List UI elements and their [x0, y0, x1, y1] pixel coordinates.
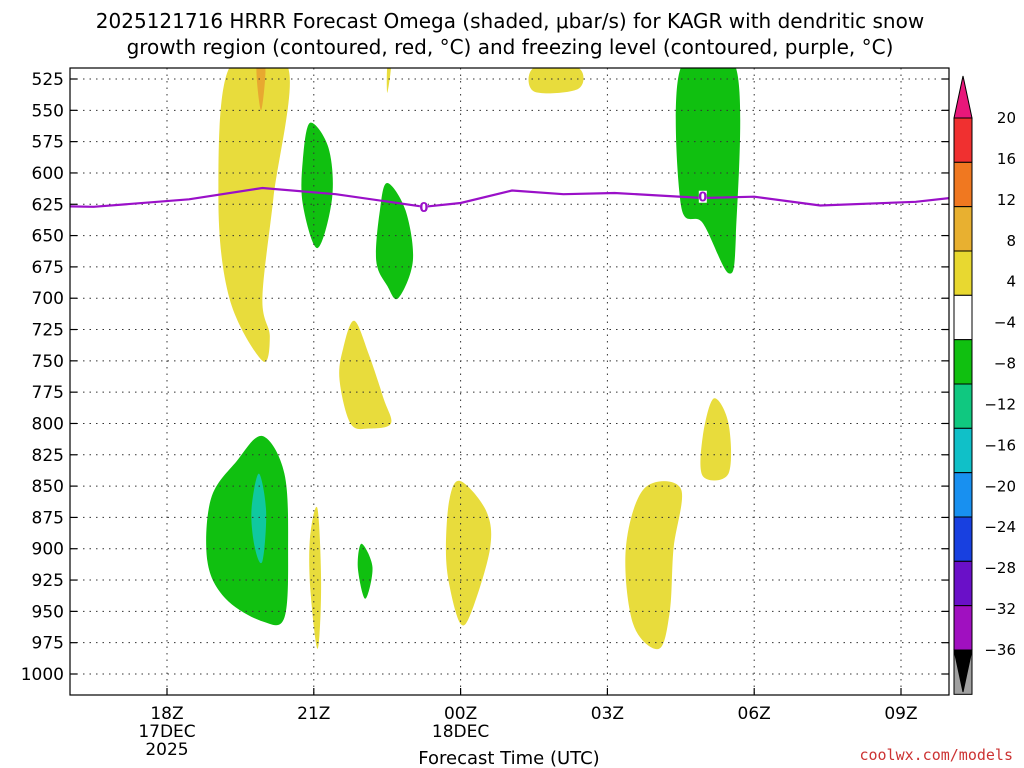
y-tick-label-600: 600	[32, 164, 64, 184]
x-tick-label-2-0: 21Z	[297, 704, 330, 724]
x-tick-label-0-2: 2025	[145, 740, 188, 760]
freezing-level-contour	[70, 186, 949, 208]
y-tick-label-725: 725	[32, 321, 64, 341]
omega-region-green-11	[357, 543, 373, 599]
colorbar: 20 16 12 8 4 −4 −8 −12 −16 −20 −24 −28 −32 −36	[953, 75, 1016, 695]
plot-area	[70, 68, 949, 695]
colorbar-box-2	[953, 161, 973, 208]
y-tick-label-625: 625	[32, 195, 64, 215]
colorbar-label-0: 20	[997, 109, 1016, 127]
y-tick-label-675: 675	[32, 258, 64, 278]
x-tick-label-8-0: 06Z	[738, 704, 771, 724]
y-tick-label-975: 975	[32, 634, 64, 654]
freezing-level-line: 00	[70, 186, 949, 216]
y-tick-label-550: 550	[32, 101, 64, 121]
colorbar-label-12: −32	[984, 600, 1016, 618]
colorbar-box-8	[953, 427, 973, 474]
colorbar-box-3	[953, 206, 973, 252]
x-tick-label-10-0: 09Z	[884, 704, 917, 724]
colorbar-label-1: 16	[997, 150, 1016, 168]
omega-region-green-2	[301, 122, 333, 249]
x-tick-label-0-0: 18Z	[150, 704, 183, 724]
plot-frame	[69, 67, 950, 696]
colorbar-top-arrow	[953, 75, 973, 119]
omega-region-yellow-7	[339, 320, 392, 430]
colorbar-box-12	[953, 605, 973, 651]
y-tick-label-825: 825	[32, 446, 64, 466]
x-tick-label-6-0: 03Z	[591, 704, 624, 724]
credit-text: coolwx.com/models	[859, 746, 1013, 764]
title-line-1: 2025121716 HRRR Forecast Omega (shaded, …	[96, 9, 924, 33]
colorbar-label-5: −4	[994, 314, 1016, 332]
y-tick-label-1000: 1000	[21, 665, 64, 685]
y-tick-label-775: 775	[32, 383, 64, 403]
y-tick-label-650: 650	[32, 227, 64, 247]
omega-region-yellow-14	[700, 398, 732, 481]
omega-region-yellow-4	[386, 68, 391, 93]
grid-lines	[70, 68, 949, 695]
colorbar-label-10: −24	[984, 518, 1016, 536]
omega-region-yellow-5	[528, 68, 584, 94]
colorbar-box-7	[953, 383, 973, 429]
omega-region-green-6	[675, 68, 741, 274]
y-tick-label-925: 925	[32, 571, 64, 591]
colorbar-label-11: −28	[984, 559, 1016, 577]
omega-region-green-8	[206, 435, 289, 626]
omega-regions	[206, 68, 741, 650]
freezing-label-bg-1	[698, 190, 707, 203]
x-axis-label: Forecast Time (UTC)	[418, 748, 599, 768]
omega-region-cyan-9	[251, 473, 267, 564]
chart-title: 2025121716 HRRR Forecast Omega (shaded, …	[96, 9, 924, 59]
omega-region-yellow-13	[625, 481, 683, 650]
freezing-level-label-0: 0	[419, 201, 428, 216]
colorbar-label-8: −16	[984, 436, 1016, 454]
y-axis: 525 550 575 600 625 650 675 700 725 750 775 800 825 8…	[21, 70, 949, 685]
x-tick-label-0-1: 17DEC	[138, 722, 195, 742]
colorbar-label-6: −8	[994, 355, 1016, 373]
omega-region-yellow-10	[309, 506, 322, 649]
y-tick-label-700: 700	[32, 289, 64, 309]
y-tick-label-875: 875	[32, 508, 64, 528]
y-tick-label-575: 575	[32, 133, 64, 153]
colorbar-label-3: 8	[1006, 232, 1016, 250]
colorbar-box-9	[953, 472, 973, 518]
colorbar-label-9: −20	[984, 477, 1016, 495]
y-tick-label-525: 525	[32, 70, 64, 90]
colorbar-label-7: −12	[984, 395, 1016, 413]
x-tick-label-4-0: 00Z	[444, 704, 477, 724]
colorbar-label-13: −36	[984, 641, 1016, 659]
colorbar-box-5	[953, 294, 973, 341]
colorbar-box-1	[953, 117, 973, 163]
colorbar-box-10	[953, 516, 973, 562]
colorbar-box-4	[953, 250, 973, 296]
x-tick-label-4-1: 18DEC	[432, 722, 489, 742]
colorbar-label-2: 12	[997, 191, 1016, 209]
y-tick-label-950: 950	[32, 602, 64, 622]
colorbar-label-4: 4	[1006, 273, 1016, 291]
freezing-level-label-1: 0	[698, 191, 707, 206]
title-line-2: growth region (contoured, red, °C) and f…	[127, 35, 894, 59]
y-tick-label-800: 800	[32, 414, 64, 434]
colorbar-box-6	[953, 339, 973, 385]
y-tick-label-900: 900	[32, 540, 64, 560]
y-tick-label-850: 850	[32, 477, 64, 497]
freezing-label-bg-0	[419, 200, 428, 213]
colorbar-bottom-arrow	[953, 649, 973, 693]
y-tick-label-750: 750	[32, 352, 64, 372]
colorbar-box-11	[953, 560, 973, 607]
omega-region-green-3	[375, 183, 414, 300]
